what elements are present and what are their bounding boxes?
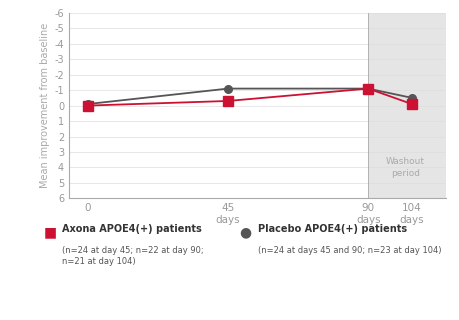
- Y-axis label: Mean improvement from baseline: Mean improvement from baseline: [40, 23, 50, 188]
- Text: Placebo APOE4(+) patients: Placebo APOE4(+) patients: [257, 224, 406, 234]
- Bar: [368, 13, 445, 198]
- Text: (n=24 at days 45 and 90; n=23 at day 104): (n=24 at days 45 and 90; n=23 at day 104…: [257, 246, 440, 255]
- Text: ●: ●: [239, 226, 251, 240]
- Text: (n=24 at day 45; n=22 at day 90;
n=21 at day 104): (n=24 at day 45; n=22 at day 90; n=21 at…: [62, 246, 203, 266]
- Text: ■: ■: [44, 226, 57, 240]
- Text: Washout
period: Washout period: [386, 157, 424, 178]
- Text: Axona APOE4(+) patients: Axona APOE4(+) patients: [62, 224, 202, 234]
